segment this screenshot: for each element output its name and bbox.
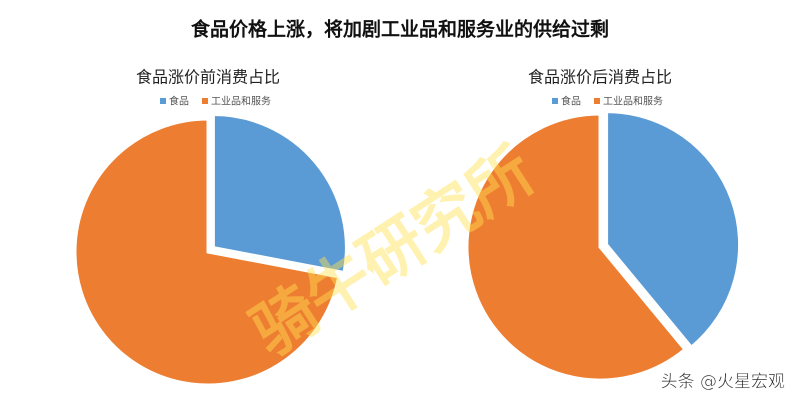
legend-swatch (160, 98, 166, 104)
pie-slice (73, 117, 341, 387)
pie-slice (605, 110, 742, 350)
legend-label: 工业品和服务 (211, 95, 271, 108)
legend-swatch (552, 98, 558, 104)
legend-swatch (202, 98, 208, 104)
legend-label: 食品 (169, 95, 189, 108)
watermark: 头条 @火星宏观 (661, 372, 785, 392)
pie-slice (211, 113, 348, 275)
legend-swatch (594, 98, 600, 104)
pie-slice (465, 112, 687, 382)
chart-title: 食品涨价后消费占比 (528, 68, 672, 87)
legend-label: 工业品和服务 (603, 95, 663, 108)
chart-title: 食品涨价前消费占比 (136, 68, 280, 87)
legend-label: 食品 (561, 95, 581, 108)
page-title: 食品价格上涨，将加剧工业品和服务业的供给过剩 (191, 18, 609, 41)
